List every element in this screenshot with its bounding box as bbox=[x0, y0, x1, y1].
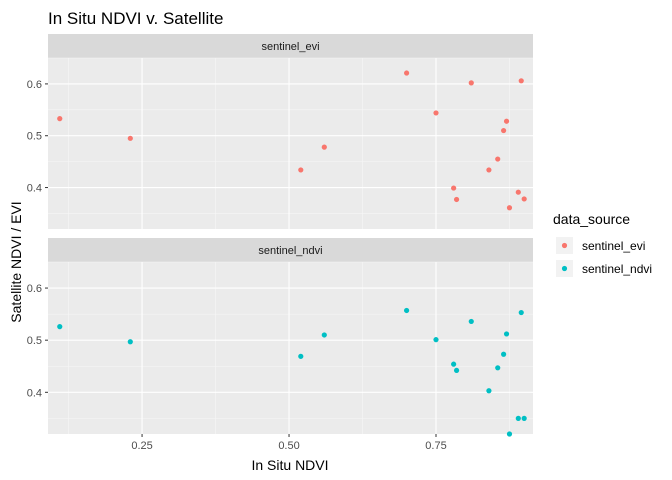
data-point bbox=[521, 196, 527, 202]
legend-item-sentinel_evi: sentinel_evi bbox=[556, 237, 645, 254]
data-point bbox=[515, 189, 521, 195]
data-point bbox=[495, 365, 501, 371]
y-axis-title: Satellite NDVI / EVI bbox=[8, 201, 24, 322]
data-point bbox=[468, 80, 474, 86]
facet-sentinel_evi: sentinel_evi 0.4 0.5 0.6 bbox=[27, 34, 533, 229]
data-point bbox=[521, 415, 527, 421]
data-point bbox=[57, 116, 63, 122]
data-point bbox=[518, 309, 524, 316]
data-point bbox=[298, 353, 304, 359]
facet-sentinel_ndvi: sentinel_ndvi 0.4 0.5 0.6 bbox=[27, 238, 533, 437]
data-point bbox=[453, 196, 460, 203]
data-point bbox=[298, 167, 304, 173]
y-tick-label: 0.4 bbox=[27, 387, 42, 399]
legend-label: sentinel_ndvi bbox=[582, 262, 652, 276]
facets: sentinel_evi 0.4 0.5 0.6 sentinel_ndvi 0.4 0.5… bbox=[27, 34, 533, 437]
x-tick-label: 0.25 bbox=[131, 440, 152, 452]
y-tick-label: 0.6 bbox=[27, 79, 42, 91]
data-point bbox=[404, 70, 410, 76]
x-tick-label: 0.50 bbox=[278, 440, 299, 452]
data-point bbox=[127, 135, 133, 141]
data-point bbox=[518, 78, 524, 84]
legend-marker bbox=[561, 265, 568, 272]
data-point bbox=[433, 110, 439, 116]
data-point bbox=[503, 331, 510, 337]
x-tick-label: 0.75 bbox=[425, 440, 446, 452]
data-point bbox=[486, 167, 492, 173]
data-point bbox=[501, 351, 507, 357]
y-tick-label: 0.6 bbox=[27, 283, 42, 295]
y-tick-label: 0.5 bbox=[27, 131, 42, 143]
y-tick-label: 0.5 bbox=[27, 335, 42, 347]
data-point bbox=[57, 324, 63, 330]
data-point bbox=[127, 339, 133, 345]
x-axis: 0.25 0.50 0.75 bbox=[131, 434, 447, 452]
facet-strip-label: sentinel_evi bbox=[261, 41, 319, 53]
chart-title: In Situ NDVI v. Satellite bbox=[48, 9, 223, 28]
facet-strip bbox=[48, 34, 533, 58]
data-point bbox=[506, 205, 513, 211]
data-point bbox=[501, 127, 507, 134]
data-point bbox=[404, 307, 410, 314]
data-point bbox=[468, 318, 474, 325]
legend-item-sentinel_ndvi: sentinel_ndvi bbox=[556, 260, 652, 277]
data-point bbox=[321, 332, 327, 338]
y-tick-label: 0.4 bbox=[27, 183, 42, 195]
panel-background bbox=[48, 58, 533, 229]
data-point bbox=[515, 415, 521, 421]
data-point bbox=[433, 337, 439, 343]
facet-strip-label: sentinel_ndvi bbox=[258, 245, 322, 257]
facet-strip bbox=[48, 238, 533, 262]
data-point bbox=[495, 156, 501, 162]
legend-items: sentinel_evi sentinel_ndvi bbox=[556, 237, 652, 277]
data-point bbox=[451, 185, 457, 191]
data-point bbox=[503, 118, 510, 124]
x-axis-title: In Situ NDVI bbox=[251, 457, 328, 473]
legend: data_source sentinel_evi sentinel_ndvi bbox=[553, 211, 652, 277]
data-point bbox=[321, 144, 327, 150]
data-point bbox=[506, 431, 513, 437]
data-point bbox=[453, 367, 460, 374]
legend-marker bbox=[561, 242, 568, 249]
panel-background bbox=[48, 262, 533, 434]
legend-title: data_source bbox=[553, 211, 630, 227]
data-point bbox=[486, 388, 492, 394]
legend-label: sentinel_evi bbox=[582, 239, 645, 253]
data-point bbox=[451, 361, 457, 367]
